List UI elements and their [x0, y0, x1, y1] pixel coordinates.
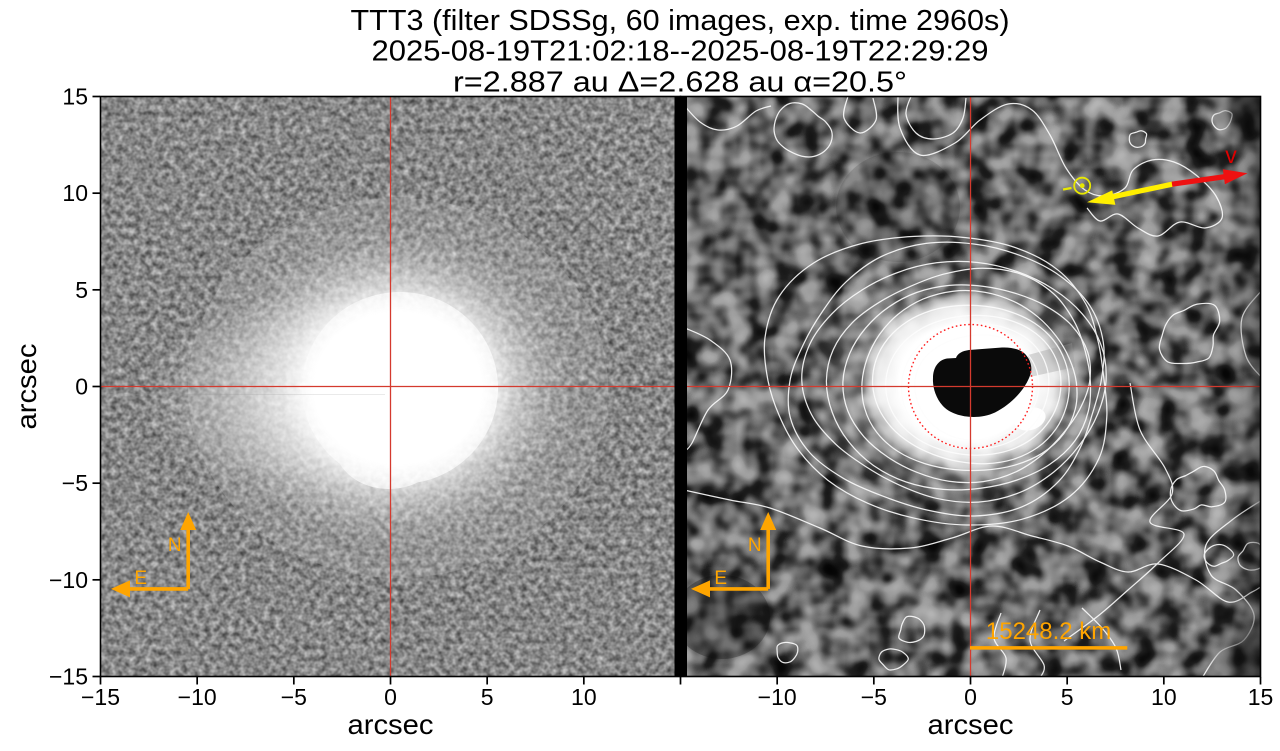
svg-text:15: 15: [62, 84, 88, 110]
svg-text:0: 0: [75, 374, 88, 400]
svg-text:r=2.887 au Δ=2.628 au α=20.5°: r=2.887 au Δ=2.628 au α=20.5°: [453, 67, 907, 99]
svg-text:10: 10: [62, 180, 88, 206]
svg-text:arcsec: arcsec: [928, 709, 1014, 740]
svg-text:−10: −10: [178, 684, 217, 710]
svg-text:15: 15: [1248, 684, 1274, 710]
svg-text:E: E: [134, 568, 147, 589]
svg-text:15248.2 km: 15248.2 km: [986, 618, 1111, 645]
svg-text:10: 10: [571, 684, 597, 710]
svg-text:E: E: [714, 568, 727, 589]
svg-text:0: 0: [964, 684, 977, 710]
svg-text:−5: −5: [861, 684, 887, 710]
svg-text:v: v: [1225, 142, 1237, 168]
svg-text:−10: −10: [758, 684, 797, 710]
svg-text:10: 10: [1151, 684, 1177, 710]
svg-text:TTT3 (filter SDSSg, 60 images,: TTT3 (filter SDSSg, 60 images, exp. time…: [351, 5, 1010, 37]
svg-text:N: N: [748, 535, 762, 556]
svg-text:arcsec: arcsec: [11, 344, 42, 430]
svg-text:N: N: [168, 535, 182, 556]
svg-text:−15: −15: [81, 684, 120, 710]
svg-text:−10: −10: [49, 567, 88, 593]
svg-text:0: 0: [384, 684, 397, 710]
svg-text:−15: −15: [49, 664, 88, 690]
svg-text:5: 5: [75, 277, 88, 303]
svg-text:5: 5: [481, 684, 494, 710]
svg-text:−5: −5: [62, 470, 88, 496]
svg-text:arcsec: arcsec: [348, 709, 434, 740]
svg-text:5: 5: [1061, 684, 1074, 710]
svg-text:2025-08-19T21:02:18--2025-08-1: 2025-08-19T21:02:18--2025-08-19T22:29:29: [372, 36, 989, 68]
svg-text:−5: −5: [281, 684, 307, 710]
